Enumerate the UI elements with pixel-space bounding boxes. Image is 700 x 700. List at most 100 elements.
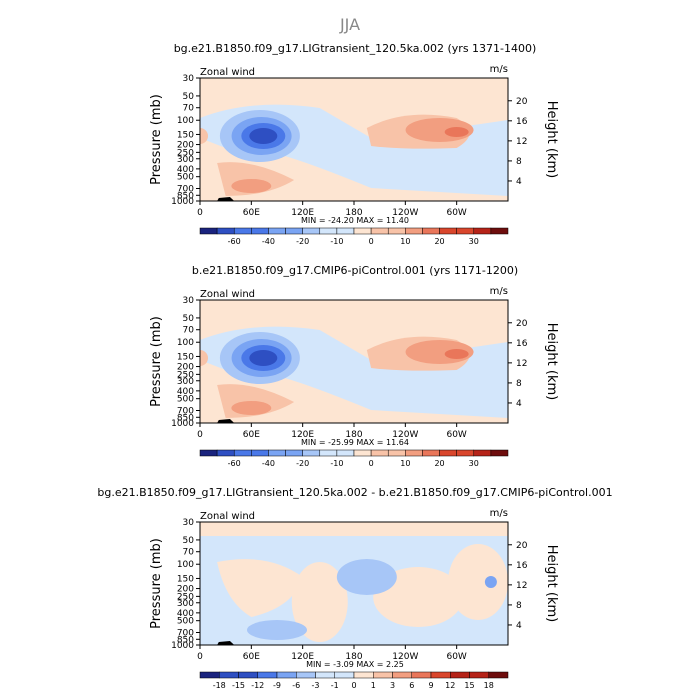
colorbar-swatch: [387, 449, 406, 457]
height-tick-label: 12: [516, 137, 527, 147]
jet-contour: [249, 128, 278, 144]
pressure-tick-label: 150: [177, 352, 194, 362]
colorbar-label: -20: [296, 237, 309, 246]
colorbar-swatch: [268, 449, 286, 457]
x-tick-label: 120E: [291, 208, 314, 218]
colorbar-swatch: [268, 227, 286, 235]
jet-contour: [249, 350, 278, 366]
height-tick-label: 20: [516, 541, 528, 551]
season-title: JJA: [339, 15, 360, 34]
colorbar-swatch: [473, 449, 492, 457]
panel-title: bg.e21.B1850.f09_g17.LIGtransient_120.5k…: [174, 42, 537, 55]
diff-negative: [484, 576, 497, 588]
field-label: Zonal wind: [200, 289, 255, 300]
y-right-label: Height (km): [544, 323, 559, 400]
pressure-tick-label: 200: [177, 585, 194, 595]
diff-negative: [336, 559, 397, 595]
colorbar-swatch: [490, 449, 509, 457]
colorbar-label: -6: [292, 681, 300, 690]
diff-positive: [373, 567, 464, 627]
colorbar-swatch: [302, 227, 321, 235]
height-tick-label: 20: [516, 97, 528, 107]
height-tick-label: 8: [516, 379, 522, 389]
colorbar-label: 20: [434, 237, 444, 246]
height-tick-label: 8: [516, 157, 522, 167]
pressure-tick-label: 250: [177, 592, 194, 602]
colorbar-swatch: [199, 671, 220, 679]
pressure-tick-label: 300: [177, 377, 194, 387]
colorbar-swatch: [199, 449, 218, 457]
colorbar-swatch: [257, 671, 278, 679]
panel-title: b.e21.B1850.f09_g17.CMIP6-piControl.001 …: [192, 264, 518, 277]
pressure-tick-label: 70: [183, 104, 195, 114]
colorbar-label: -10: [330, 459, 343, 468]
x-tick-label: 0: [197, 208, 203, 218]
diff-positive: [448, 544, 508, 620]
pressure-tick-label: 100: [177, 116, 194, 126]
colorbar-label: 0: [369, 237, 374, 246]
x-tick-label: 60E: [243, 652, 260, 662]
pressure-tick-label: 200: [177, 141, 194, 151]
x-tick-label: 60W: [446, 208, 466, 218]
topography: [217, 419, 235, 423]
pressure-tick-label: 100: [177, 560, 194, 570]
colorbar-swatch: [450, 671, 470, 679]
diff-positive: [291, 562, 348, 642]
contour-field: [200, 522, 508, 645]
pressure-tick-label: 300: [177, 155, 194, 165]
min-max-label: MIN = -25.99 MAX = 11.64: [301, 438, 409, 447]
colorbar-label: 1: [371, 681, 376, 690]
colorbar-swatch: [469, 671, 489, 679]
colorbar-swatch: [370, 449, 389, 457]
colorbar-swatch: [319, 227, 338, 235]
colorbar-swatch: [439, 227, 457, 235]
height-tick-label: 4: [516, 621, 522, 631]
colorbar-swatch: [216, 227, 235, 235]
pressure-tick-label: 500: [177, 617, 194, 627]
x-tick-label: 120E: [291, 652, 314, 662]
colorbar-swatch: [336, 227, 355, 235]
field-label: Zonal wind: [200, 511, 255, 522]
height-tick-label: 12: [516, 581, 527, 591]
colorbar-swatch: [439, 449, 457, 457]
colorbar-swatch: [422, 449, 440, 457]
colorbar-label: -20: [296, 459, 309, 468]
pressure-tick-label: 400: [177, 165, 194, 175]
x-tick-label: 60E: [243, 430, 260, 440]
pressure-tick-label: 200: [177, 363, 194, 373]
units-label: m/s: [490, 286, 508, 297]
contour-field: [200, 78, 508, 201]
x-tick-label: 0: [197, 430, 203, 440]
westerly-contour: [444, 127, 469, 137]
pressure-tick-label: 300: [177, 599, 194, 609]
westerly-contour: [444, 349, 469, 359]
x-tick-label: 180: [345, 652, 362, 662]
colorbar-label: 0: [369, 459, 374, 468]
colorbar-swatch: [456, 449, 475, 457]
x-tick-label: 120E: [291, 430, 314, 440]
colorbar-swatch: [336, 449, 355, 457]
colorbar-label: 12: [445, 681, 455, 690]
x-tick-label: 120W: [392, 208, 418, 218]
x-tick-label: 120W: [392, 430, 418, 440]
colorbar-swatch: [251, 449, 269, 457]
pressure-tick-label: 70: [183, 548, 195, 558]
edge-contour: [200, 128, 208, 144]
pressure-tick-label: 500: [177, 173, 194, 183]
colorbar-swatch: [199, 227, 218, 235]
pressure-tick-label: 250: [177, 148, 194, 158]
colorbar-swatch: [373, 671, 393, 679]
colorbar-label: -1: [331, 681, 339, 690]
colorbar-swatch: [488, 671, 509, 679]
pressure-tick-label: 50: [183, 536, 195, 546]
colorbar-swatch: [285, 449, 303, 457]
colorbar-swatch: [296, 671, 316, 679]
colorbar-label: 6: [409, 681, 414, 690]
pressure-tick-label: 30: [183, 296, 195, 306]
pressure-tick-label: 250: [177, 370, 194, 380]
topography: [217, 641, 235, 645]
min-max-label: MIN = -24.20 MAX = 11.40: [301, 216, 409, 225]
colorbar-swatch: [233, 227, 252, 235]
colorbar-label: -40: [262, 237, 275, 246]
